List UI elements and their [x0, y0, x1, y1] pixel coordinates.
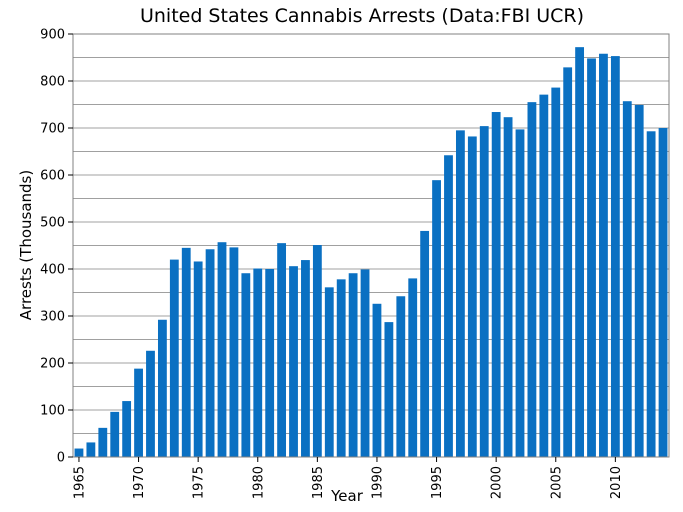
x-tick-label: 2010 — [609, 466, 624, 499]
bar-2006 — [563, 67, 573, 458]
bar-1980 — [253, 268, 263, 457]
bar-2004 — [539, 94, 549, 457]
bar-2014 — [658, 128, 668, 457]
bar-1991 — [384, 322, 394, 457]
bar-2011 — [622, 101, 632, 458]
bar-1999 — [479, 126, 489, 458]
y-tick-label: 800 — [40, 75, 65, 90]
x-tick-label: 1985 — [311, 466, 326, 499]
bar-1975 — [193, 261, 203, 457]
bar-1965 — [74, 448, 84, 457]
bar-2005 — [551, 87, 561, 457]
bar-1993 — [408, 278, 418, 457]
x-tick-label: 1980 — [251, 466, 266, 499]
x-tick-label: 1970 — [132, 466, 147, 499]
y-tick-label: 100 — [40, 404, 65, 419]
chart-title: United States Cannabis Arrests (Data:FBI… — [140, 5, 584, 27]
bar-1969 — [122, 401, 132, 457]
bar-1976 — [205, 249, 215, 457]
bar-1998 — [467, 136, 477, 457]
bar-1970 — [134, 368, 143, 457]
bar-2002 — [515, 129, 525, 457]
bar-1983 — [289, 266, 298, 457]
x-tick-label: 1975 — [192, 466, 207, 499]
bar-2012 — [634, 104, 644, 457]
bar-2001 — [503, 117, 513, 457]
x-tick-label: 1995 — [430, 466, 445, 499]
bar-1986 — [324, 287, 334, 457]
bar-1972 — [157, 319, 167, 457]
bar-1989 — [360, 269, 370, 457]
bar-1979 — [241, 273, 251, 457]
bar-1985 — [312, 245, 322, 457]
bar-1978 — [229, 247, 239, 457]
bar-2008 — [587, 58, 596, 457]
bar-1981 — [265, 269, 275, 457]
y-axis-label: Arrests (Thousands) — [17, 170, 35, 320]
bar-2007 — [575, 47, 585, 457]
y-axis-ticks: 0 100 200 300 400 500 600 700 800 900 — [40, 28, 73, 466]
bar-1994 — [420, 230, 430, 457]
bar-1995 — [432, 180, 441, 458]
y-tick-label: 200 — [40, 357, 65, 372]
bar-1987 — [336, 279, 346, 457]
bar-2003 — [527, 102, 537, 458]
bar-1971 — [146, 350, 155, 457]
bar-1984 — [301, 260, 310, 457]
bar-1977 — [217, 242, 227, 457]
y-tick-label: 700 — [40, 122, 65, 137]
bar-2013 — [646, 131, 656, 458]
bar-1988 — [348, 273, 358, 457]
bar-1990 — [372, 303, 382, 457]
bar-1974 — [181, 247, 191, 457]
bars — [74, 47, 668, 458]
bar-2010 — [610, 56, 620, 458]
bar-1966 — [86, 442, 96, 457]
x-tick-label: 1965 — [72, 466, 87, 499]
x-axis-label: Year — [330, 487, 364, 505]
bar-2009 — [599, 53, 608, 458]
x-tick-label: 2000 — [490, 466, 505, 499]
y-tick-label: 600 — [40, 169, 65, 184]
y-tick-label: 500 — [40, 216, 65, 231]
y-tick-label: 0 — [57, 451, 65, 466]
bar-1967 — [98, 427, 108, 457]
bar-1982 — [277, 243, 287, 457]
bar-1992 — [396, 296, 406, 457]
bar-1996 — [444, 155, 453, 457]
y-tick-label: 900 — [40, 28, 65, 43]
plot-frame — [72, 33, 670, 458]
y-tick-label: 400 — [40, 263, 65, 278]
bar-1973 — [169, 259, 179, 457]
x-axis-ticks: 1965 1970 1975 1980 1985 1990 1995 2000 2005 2010 — [72, 457, 624, 499]
bar-2000 — [491, 112, 501, 458]
x-tick-label: 2005 — [549, 466, 564, 499]
bar-1968 — [110, 411, 120, 457]
y-tick-label: 300 — [40, 310, 65, 325]
x-tick-label: 1990 — [370, 466, 385, 499]
bar-1997 — [455, 130, 465, 457]
